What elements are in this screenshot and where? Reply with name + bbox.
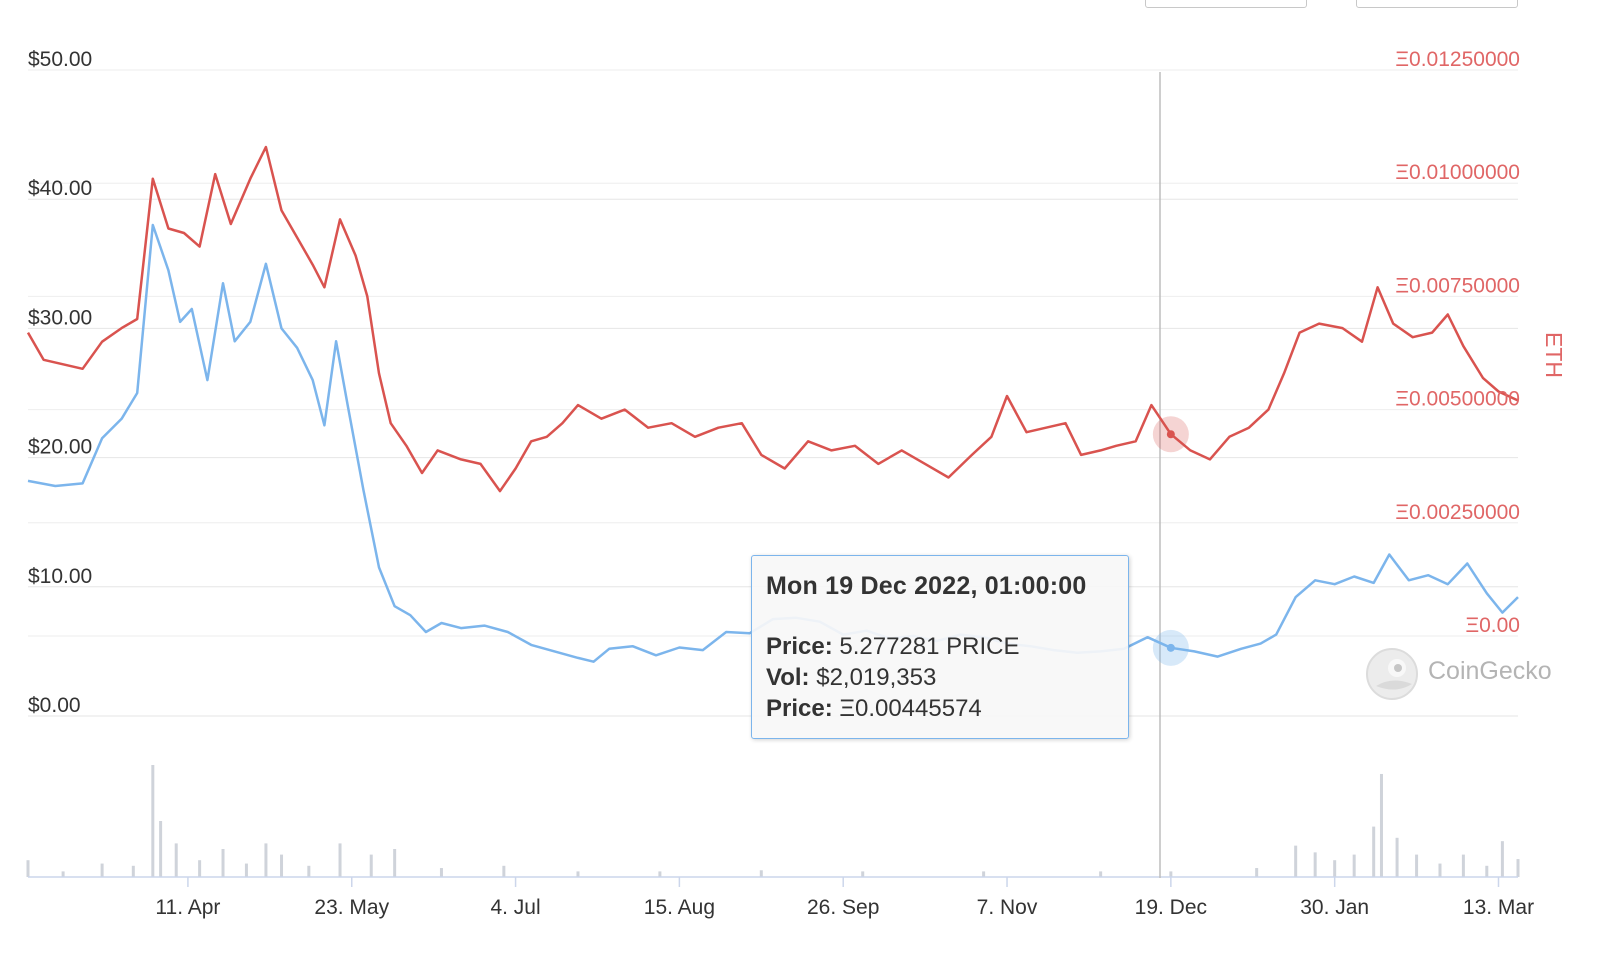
volume-bar (759, 870, 763, 877)
range-selector-button[interactable] (1145, 0, 1307, 8)
volume-bar (1169, 871, 1173, 877)
volume-bar (280, 854, 284, 877)
tooltip-label: Price: (766, 695, 833, 722)
volume-bar (502, 865, 506, 877)
hover-markers (1152, 416, 1189, 666)
volume-bar (658, 871, 662, 877)
tooltip-label: Vol: (766, 664, 810, 691)
x-tick-label: 15. Aug (644, 896, 715, 919)
volume-bar (1516, 859, 1520, 877)
volume-bar (1395, 837, 1399, 877)
volume-bar (198, 860, 202, 877)
x-tick-label: 19. Dec (1135, 896, 1207, 919)
y-left-tick-label: $30.00 (28, 306, 92, 329)
volume-bar (439, 868, 443, 877)
y-left-tick-label: $20.00 (28, 436, 92, 459)
volume-bar (338, 843, 342, 877)
volume-bar (1294, 845, 1298, 877)
volume-bar (174, 843, 178, 877)
x-tick-label: 23. May (314, 896, 389, 919)
volume-bar (1099, 871, 1103, 877)
tooltip-row-usd-price: Price: 5.277281 PRICE (766, 631, 1114, 662)
range-selector-button[interactable] (1356, 0, 1518, 8)
tooltip-value: Ξ0.00445574 (839, 695, 982, 722)
volume-bar (1333, 860, 1337, 877)
y-right-tick-label: Ξ0.00250000 (1395, 501, 1520, 524)
volume-bar (1438, 863, 1442, 877)
tooltip-date: Mon 19 Dec 2022, 01:00:00 (766, 572, 1087, 600)
tooltip-row-volume: Vol: $2,019,353 (766, 662, 1114, 693)
volume-bar (26, 860, 30, 877)
volume-bar (1500, 841, 1504, 877)
x-tick-label: 4. Jul (490, 896, 540, 919)
volume-bar (61, 871, 65, 877)
volume-bar (221, 849, 225, 877)
tooltip-value: $2,019,353 (816, 664, 937, 691)
volume-bar (393, 849, 397, 877)
x-axis: 11. Apr 23. May 4. Jul 15. Aug 26. Sep 7. Nov… (28, 876, 1534, 919)
volume-bars (26, 765, 1520, 877)
volume-bar (861, 871, 865, 877)
volume-bar (369, 854, 373, 877)
volume-bar (1461, 854, 1465, 877)
eth-price-line (26, 145, 1519, 493)
tooltip-value: 5.277281 PRICE (839, 633, 1020, 660)
y-right-tick-label: Ξ0.00 (1465, 614, 1520, 637)
x-tick-label: 26. Sep (807, 896, 879, 919)
y-right-tick-label: Ξ0.01250000 (1395, 48, 1520, 71)
coingecko-watermark: CoinGecko (1366, 646, 1566, 702)
y-axis-right: Ξ0.00 Ξ0.00250000 Ξ0.00500000 Ξ0.00750000 Ξ0… (1395, 48, 1520, 637)
volume-bar (1352, 854, 1356, 877)
tooltip-row-eth-price: Price: Ξ0.00445574 (766, 693, 1114, 724)
y-left-tick-label: $40.00 (28, 177, 92, 200)
volume-bar (576, 871, 580, 877)
usd-hover-point (1166, 643, 1175, 652)
y-right-tick-label: Ξ0.01000000 (1395, 161, 1520, 184)
y-right-tick-label: Ξ0.00500000 (1395, 388, 1520, 411)
gecko-logo-icon (1366, 648, 1418, 700)
volume-bar (307, 865, 311, 877)
y-left-tick-label: $0.00 (28, 694, 81, 717)
volume-bar (151, 765, 155, 877)
y-axis-left: $0.00 $10.00 $20.00 $30.00 $40.00 $50.00 (28, 48, 92, 717)
volume-bar (982, 871, 986, 877)
x-tick-label: 7. Nov (977, 896, 1038, 919)
chart-tooltip: Mon 19 Dec 2022, 01:00:00 Price: 5.27728… (751, 555, 1129, 739)
volume-bar (244, 863, 248, 877)
y-left-tick-label: $10.00 (28, 565, 92, 588)
tooltip-label: Price: (766, 633, 833, 660)
volume-bar (1313, 852, 1317, 877)
volume-bar (131, 865, 135, 877)
volume-bar (1372, 826, 1376, 877)
usd-price-line (27, 223, 1519, 663)
watermark-text: CoinGecko (1428, 657, 1552, 685)
volume-bar (1485, 865, 1489, 877)
volume-bar (1255, 868, 1259, 877)
y-axis-right-title: ETH (1541, 332, 1567, 378)
grid-layer (28, 69, 1518, 717)
volume-bar (1415, 854, 1419, 877)
volume-bar (159, 821, 163, 877)
volume-bar (100, 863, 104, 877)
series-lines (26, 145, 1519, 663)
volume-bar (264, 843, 268, 877)
x-tick-label: 13. Mar (1463, 896, 1534, 919)
y-left-tick-label: $50.00 (28, 48, 92, 71)
x-tick-label: 30. Jan (1300, 896, 1369, 919)
y-right-tick-label: Ξ0.00750000 (1395, 274, 1520, 297)
eth-hover-point (1166, 430, 1175, 439)
volume-bar (1379, 773, 1383, 877)
x-tick-label: 11. Apr (155, 896, 220, 919)
